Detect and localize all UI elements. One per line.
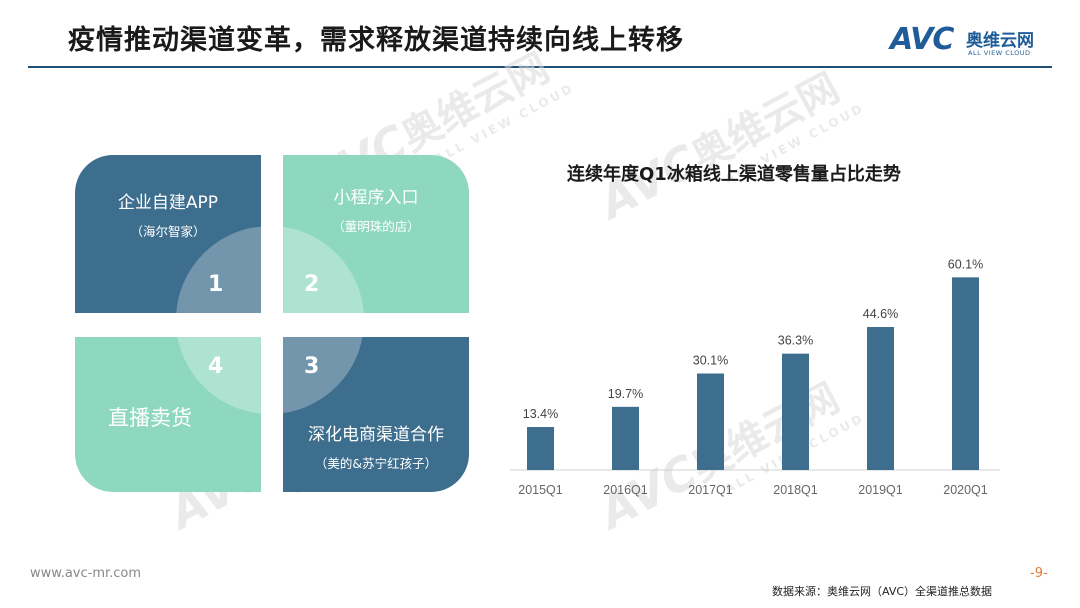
quadrant-1-sub: （海尔智家） [130, 224, 206, 239]
x-tick-label-2016Q1: 2016Q1 [603, 483, 648, 497]
chart-title: 连续年度Q1冰箱线上渠道零售量占比走势 [567, 164, 901, 185]
x-tick-label-2020Q1: 2020Q1 [943, 483, 988, 497]
title-divider [28, 66, 1052, 68]
page-number: -9- [1030, 566, 1048, 581]
quadrant-1 [75, 155, 261, 313]
x-tick-label-2019Q1: 2019Q1 [858, 483, 903, 497]
bar-chart: 13.4% 2015Q1 19.7% 2016Q1 30.1% 2017Q1 36.3% 20… [510, 257, 1000, 497]
quadrant-1-number: 1 [208, 272, 224, 297]
quadrant-4-text: 直播卖货 [75, 402, 225, 432]
quadrant-4 [75, 337, 261, 492]
data-label-2016Q1: 19.7% [608, 387, 643, 401]
quadrant-2 [283, 155, 469, 313]
quadrant-2-number: 2 [304, 272, 320, 297]
x-tick-label-2015Q1: 2015Q1 [518, 483, 563, 497]
x-tick-label-2017Q1: 2017Q1 [688, 483, 733, 497]
quadrant-3-sub: （美的&苏宁红孩子） [314, 456, 438, 471]
bar-2020Q1 [952, 277, 979, 470]
footer-url: www.avc-mr.com [30, 566, 142, 581]
data-label-2018Q1: 36.3% [778, 334, 813, 348]
quadrant-1-text: 企业自建APP （海尔智家） [75, 188, 261, 240]
data-label-2019Q1: 44.6% [863, 307, 898, 321]
quadrant-1-label: 企业自建APP [117, 193, 219, 213]
data-label-2020Q1: 60.1% [948, 257, 983, 271]
quadrant-2-label: 小程序入口 [333, 188, 419, 208]
data-label-2015Q1: 13.4% [523, 407, 558, 421]
bar-2018Q1 [782, 353, 809, 470]
data-source: 数据来源：奥维云网（AVC）全渠道推总数据 [772, 585, 993, 598]
quadrant-3 [283, 337, 469, 492]
bar-2016Q1 [612, 406, 639, 470]
x-tick-label-2018Q1: 2018Q1 [773, 483, 818, 497]
watermark: AVC奥维云网 ALL VIEW CLOUD [590, 64, 867, 230]
page-title: 疫情推动渠道变革，需求释放渠道持续向线上转移 [68, 25, 684, 56]
logo-mark: AVC [890, 22, 954, 57]
logo-cn-text: 奥维云网 [966, 31, 1034, 51]
quadrant-3-label: 深化电商渠道合作 [308, 425, 444, 445]
bar-2017Q1 [697, 373, 724, 470]
bar-2015Q1 [527, 427, 554, 470]
quadrant-3-text: 深化电商渠道合作 （美的&苏宁红孩子） [283, 420, 469, 472]
quadrant-4-number: 4 [208, 354, 224, 379]
bar-2019Q1 [867, 327, 894, 470]
quadrant-2-text: 小程序入口 （董明珠的店） [283, 183, 469, 235]
data-label-2017Q1: 30.1% [693, 354, 728, 368]
quadrant-4-label: 直播卖货 [108, 406, 192, 430]
logo-en-text: ALL VIEW CLOUD [968, 49, 1031, 57]
quadrant-gap-vertical [261, 150, 283, 495]
quadrant-2-sub: （董明珠的店） [332, 219, 420, 234]
quadrant-3-number: 3 [304, 354, 320, 379]
avc-logo: AVC 奥维云网 ALL VIEW CLOUD [890, 22, 1055, 62]
